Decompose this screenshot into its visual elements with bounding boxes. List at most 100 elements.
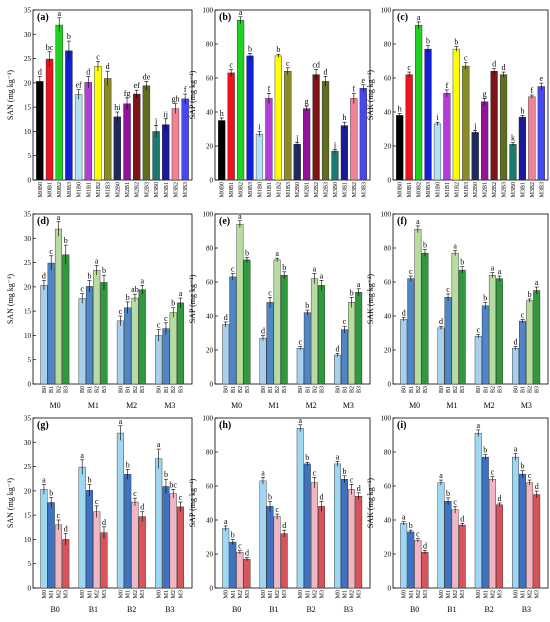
significance-letter: b (87, 272, 91, 281)
panel-label: (g) (37, 420, 49, 431)
category-label: M0 (42, 590, 48, 598)
bar (400, 319, 408, 385)
bar (236, 20, 245, 181)
y-tick-label: 0 (28, 585, 32, 593)
bar (303, 108, 311, 181)
category-label: M3 (497, 590, 503, 598)
group-label: B3 (522, 605, 531, 614)
y-axis-label: SAN (mg kg⁻¹) (6, 274, 15, 325)
significance-letter: f (184, 85, 187, 94)
bar (171, 108, 180, 181)
bar (433, 123, 442, 181)
bar (280, 275, 288, 385)
significance-letter: k (511, 134, 515, 143)
significance-letter: d (106, 62, 110, 71)
bar (62, 254, 70, 385)
bar (246, 55, 254, 181)
group-label: M1 (446, 401, 457, 410)
bar (293, 144, 301, 181)
bar (40, 489, 48, 589)
category-label: M2 (56, 590, 62, 598)
group-label: B0 (50, 605, 59, 614)
category-label: B3 (140, 386, 146, 393)
group-label: M1 (88, 401, 99, 410)
significance-letter: b (521, 462, 525, 471)
bar (169, 493, 177, 589)
bar (36, 81, 44, 181)
bar (266, 506, 274, 589)
significance-letter: d (402, 309, 406, 318)
bar (533, 494, 541, 589)
category-label: B0 (335, 386, 341, 393)
category-label: B3 (245, 386, 251, 393)
category-label: M3B0 (511, 182, 517, 197)
significance-letter: a (57, 9, 61, 18)
bar (474, 336, 482, 385)
category-label: M0B1 (48, 182, 54, 197)
category-label: M1 (521, 590, 527, 598)
significance-letter: a (140, 276, 144, 285)
category-label: M0 (298, 590, 304, 598)
bar (47, 262, 55, 385)
bar (512, 348, 519, 385)
significance-letter: b (231, 531, 235, 540)
category-label: M2B1 (483, 182, 489, 197)
category-label: M0 (402, 590, 408, 598)
significance-letter: c (464, 54, 468, 63)
bar (321, 81, 330, 181)
significance-letter: d (38, 68, 42, 77)
bar (509, 144, 517, 181)
bar (424, 48, 432, 181)
y-axis-label: SAK (mg kg⁻¹) (366, 70, 375, 121)
bar (310, 482, 318, 589)
bar (152, 131, 160, 181)
bar (355, 292, 363, 385)
y-tick-label: 25 (24, 463, 32, 471)
bar (124, 307, 132, 385)
bar (176, 302, 185, 385)
category-label: M3 (535, 590, 541, 598)
significance-letter: c (57, 511, 61, 520)
y-tick-label: 60 (384, 75, 392, 83)
significance-letter: f (531, 86, 534, 95)
bar (414, 540, 422, 589)
significance-letter: d (319, 492, 323, 501)
significance-letter: a (491, 264, 495, 273)
significance-letter: d (102, 518, 106, 527)
bar (113, 116, 122, 181)
y-tick-label: 25 (24, 259, 32, 267)
y-tick-label: 20 (24, 79, 32, 87)
category-label: M1B2 (96, 182, 102, 197)
category-label: B1 (483, 386, 489, 393)
category-label: M1 (164, 590, 170, 598)
panel-label: (b) (219, 12, 231, 23)
category-label: M2 (238, 590, 244, 598)
significance-letter: a (57, 213, 61, 222)
bar (499, 74, 508, 181)
significance-letter: a (179, 289, 183, 298)
bar (533, 290, 541, 385)
y-tick-label: 40 (206, 109, 214, 117)
bar (490, 70, 498, 181)
bar (451, 509, 459, 589)
bar (103, 78, 112, 181)
significance-letter: d (513, 338, 517, 347)
category-label: M1B3 (106, 182, 112, 197)
category-label: B0 (402, 386, 408, 393)
significance-letter: ij (164, 110, 168, 119)
category-label: M3B2 (352, 182, 358, 197)
significance-letter: e (362, 76, 366, 85)
bar (303, 312, 311, 385)
category-label: M0 (261, 590, 267, 598)
category-label: M3 (357, 590, 363, 598)
significance-letter: b (305, 301, 309, 310)
category-label: M1 (483, 590, 489, 598)
category-label: M2B0 (295, 182, 301, 197)
category-label: M1 (409, 590, 415, 598)
significance-letter: d (261, 327, 265, 336)
significance-letter: i (436, 113, 439, 122)
y-tick-label: 5 (28, 152, 32, 160)
significance-letter: c (119, 307, 123, 316)
y-tick-label: 35 (24, 415, 32, 423)
category-label: M1B3 (286, 182, 292, 197)
